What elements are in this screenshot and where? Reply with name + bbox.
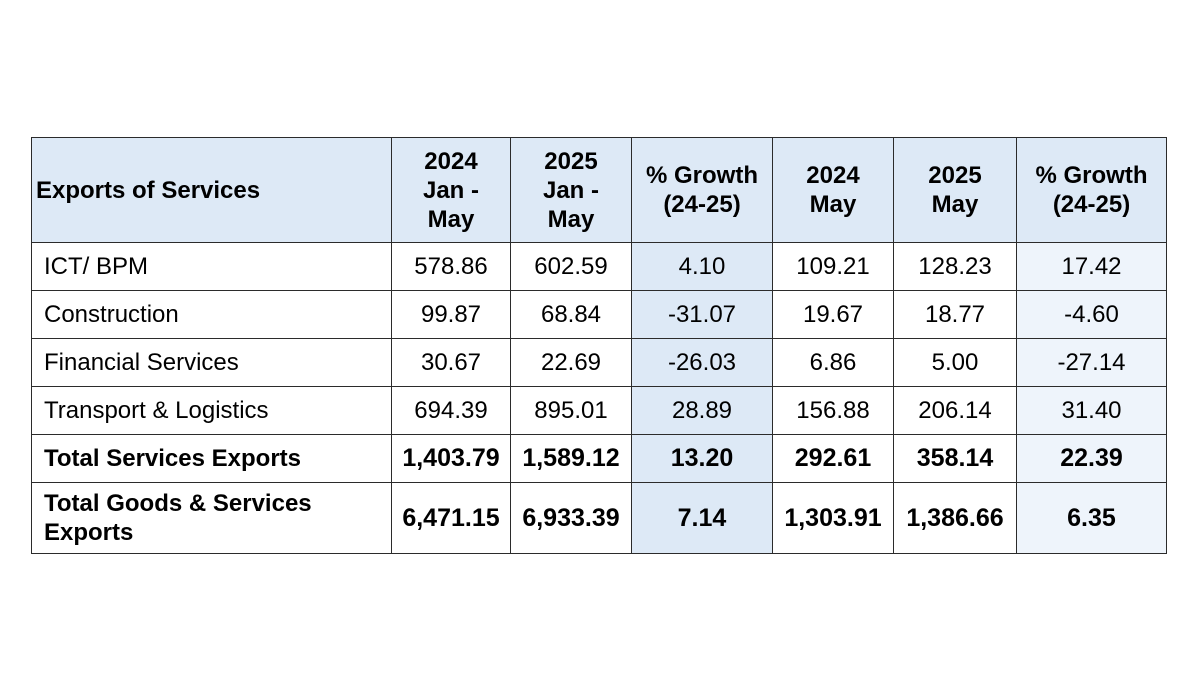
header-line: 2024 — [806, 162, 860, 189]
row-label: ICT/ BPM — [31, 242, 392, 291]
table-row-construction: Construction 99.87 68.84 -31.07 19.67 18… — [31, 290, 1167, 339]
header-2024-may: 2024 May — [772, 137, 894, 243]
header-line: (24-25) — [663, 191, 741, 218]
cell-2024-jan-may: 30.67 — [391, 338, 511, 387]
header-line: (24-25) — [1052, 191, 1131, 218]
cell-2024-may: 1,303.91 — [772, 482, 894, 554]
header-label: Exports of Services — [31, 137, 392, 243]
header-growth-may: % Growth (24-25) — [1016, 137, 1167, 243]
cell-growth-jan-may: 7.14 — [631, 482, 773, 554]
cell-2025-may: 128.23 — [893, 242, 1017, 291]
cell-2025-may: 1,386.66 — [893, 482, 1017, 554]
header-line: % Growth — [1035, 162, 1148, 189]
header-line: % Growth — [646, 162, 758, 189]
table-row-total-goods-services: Total Goods & Services Exports 6,471.15 … — [31, 482, 1167, 554]
cell-growth-jan-may: 4.10 — [631, 242, 773, 291]
row-label: Total Goods & Services Exports — [31, 482, 392, 554]
table-row-transport-logistics: Transport & Logistics 694.39 895.01 28.8… — [31, 386, 1167, 435]
header-line: 2025 — [544, 147, 598, 175]
header-line: May — [931, 191, 979, 218]
cell-growth-jan-may: 13.20 — [631, 434, 773, 483]
cell-growth-may: 17.42 — [1016, 242, 1167, 291]
header-line: Jan - — [422, 176, 479, 204]
header-line: May — [427, 205, 475, 233]
cell-2025-may: 206.14 — [893, 386, 1017, 435]
row-label: Construction — [31, 290, 392, 339]
cell-growth-jan-may: 28.89 — [631, 386, 773, 435]
cell-2024-may: 19.67 — [772, 290, 894, 339]
table-row-financial-services: Financial Services 30.67 22.69 -26.03 6.… — [31, 338, 1167, 387]
cell-2024-jan-may: 1,403.79 — [391, 434, 511, 483]
header-2025-jan-may: 2025 Jan - May — [510, 137, 632, 243]
exports-table: Exports of Services 2024 Jan - May 2025 … — [31, 137, 1167, 554]
cell-2025-jan-may: 602.59 — [510, 242, 632, 291]
cell-growth-jan-may: -31.07 — [631, 290, 773, 339]
header-2025-may: 2025 May — [893, 137, 1017, 243]
header-line: Jan - — [542, 176, 599, 204]
cell-2024-jan-may: 6,471.15 — [391, 482, 511, 554]
cell-2025-may: 5.00 — [893, 338, 1017, 387]
header-line: May — [809, 191, 857, 218]
cell-growth-may: -27.14 — [1016, 338, 1167, 387]
cell-2024-may: 292.61 — [772, 434, 894, 483]
header-line: 2024 — [424, 147, 478, 175]
header-growth-jan-may: % Growth (24-25) — [631, 137, 773, 243]
cell-2024-jan-may: 694.39 — [391, 386, 511, 435]
header-line: 2025 — [928, 162, 982, 189]
cell-2024-jan-may: 99.87 — [391, 290, 511, 339]
header-line: May — [547, 205, 595, 233]
cell-2024-may: 156.88 — [772, 386, 894, 435]
cell-growth-may: 6.35 — [1016, 482, 1167, 554]
row-label: Transport & Logistics — [31, 386, 392, 435]
cell-2025-jan-may: 1,589.12 — [510, 434, 632, 483]
row-label: Financial Services — [31, 338, 392, 387]
table-row-total-services: Total Services Exports 1,403.79 1,589.12… — [31, 434, 1167, 483]
row-label: Total Services Exports — [31, 434, 392, 483]
cell-growth-may: 31.40 — [1016, 386, 1167, 435]
cell-growth-jan-may: -26.03 — [631, 338, 773, 387]
cell-2024-may: 6.86 — [772, 338, 894, 387]
cell-2025-jan-may: 22.69 — [510, 338, 632, 387]
table-row-ict-bpm: ICT/ BPM 578.86 602.59 4.10 109.21 128.2… — [31, 242, 1167, 291]
header-2024-jan-may: 2024 Jan - May — [391, 137, 511, 243]
cell-growth-may: -4.60 — [1016, 290, 1167, 339]
cell-2024-may: 109.21 — [772, 242, 894, 291]
cell-2024-jan-may: 578.86 — [391, 242, 511, 291]
cell-growth-may: 22.39 — [1016, 434, 1167, 483]
cell-2025-may: 18.77 — [893, 290, 1017, 339]
cell-2025-jan-may: 895.01 — [510, 386, 632, 435]
header-row: Exports of Services 2024 Jan - May 2025 … — [31, 137, 1167, 243]
cell-2025-jan-may: 6,933.39 — [510, 482, 632, 554]
cell-2025-jan-may: 68.84 — [510, 290, 632, 339]
cell-2025-may: 358.14 — [893, 434, 1017, 483]
